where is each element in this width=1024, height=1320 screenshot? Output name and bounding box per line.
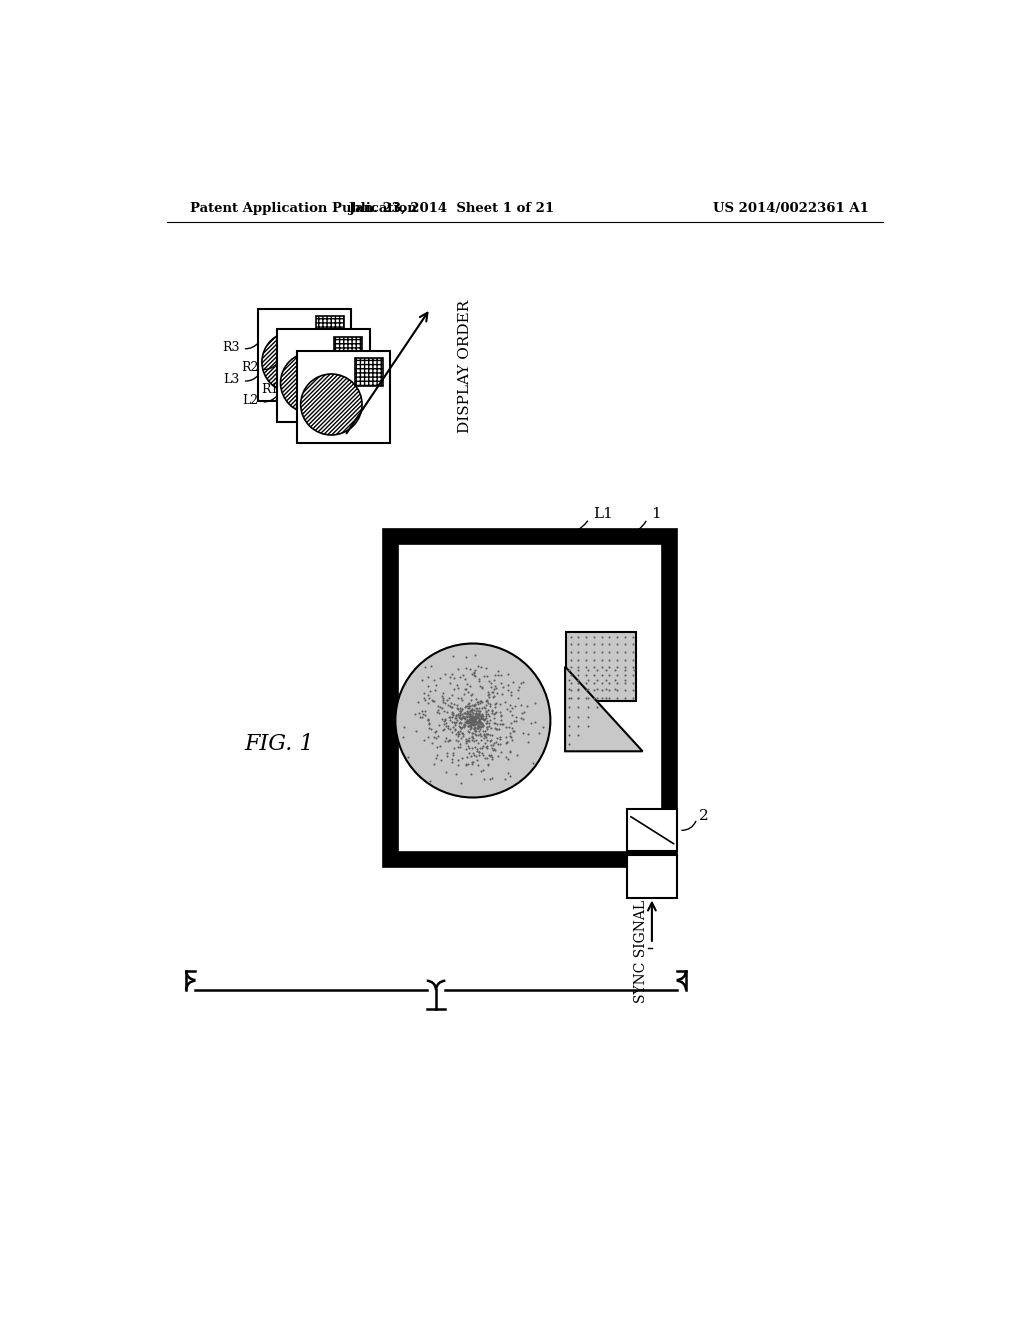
Text: R1: R1 — [261, 383, 279, 396]
Text: US 2014/0022361 A1: US 2014/0022361 A1 — [713, 202, 869, 215]
Circle shape — [281, 352, 342, 413]
Circle shape — [395, 644, 550, 797]
Bar — [297, 351, 390, 444]
Text: 1: 1 — [651, 507, 660, 521]
Circle shape — [262, 331, 324, 392]
Bar — [354, 358, 383, 385]
Text: FIG. 1: FIG. 1 — [245, 733, 314, 755]
Bar — [258, 309, 351, 401]
Text: DISPLAY ORDER: DISPLAY ORDER — [458, 300, 472, 433]
Bar — [627, 809, 678, 851]
Text: 2: 2 — [699, 809, 709, 824]
Text: Jan. 23, 2014  Sheet 1 of 21: Jan. 23, 2014 Sheet 1 of 21 — [349, 202, 555, 215]
Text: L3: L3 — [223, 372, 240, 385]
Text: R2: R2 — [241, 362, 258, 375]
Bar — [566, 632, 636, 701]
Text: Patent Application Publication: Patent Application Publication — [190, 202, 417, 215]
Bar — [315, 315, 344, 343]
Bar — [627, 855, 678, 898]
Bar — [276, 330, 370, 422]
Text: L1: L1 — [593, 507, 613, 521]
Polygon shape — [565, 667, 643, 751]
Bar — [335, 337, 362, 364]
Circle shape — [301, 374, 362, 436]
Text: R3: R3 — [222, 341, 240, 354]
Bar — [390, 536, 669, 859]
Text: L2: L2 — [242, 393, 258, 407]
Text: SYNC SIGNAL: SYNC SIGNAL — [634, 900, 648, 1003]
